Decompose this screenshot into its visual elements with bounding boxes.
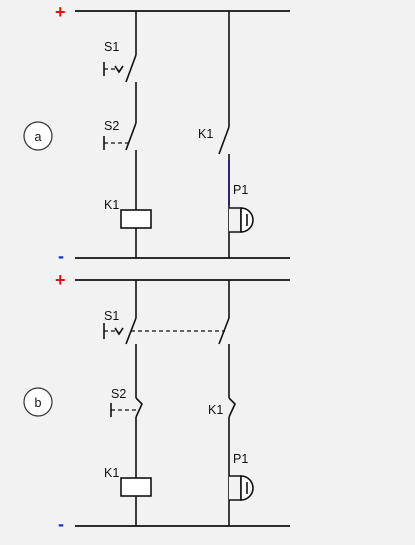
diagram-b-circle — [23, 387, 53, 417]
k1-coil-label-b: K1 — [104, 466, 119, 480]
diagram-b-label: b — [35, 396, 42, 410]
s1-actuator-a-v — [114, 65, 124, 74]
diagram-a-circle — [23, 121, 53, 151]
p1-horn-a-body — [229, 207, 242, 233]
s1-contact-a — [125, 54, 137, 83]
k1-contact-a — [218, 126, 230, 155]
s1-label-b: S1 — [104, 309, 119, 323]
minus-terminal-b: - — [58, 514, 64, 534]
s2-label-a: S2 — [104, 119, 119, 133]
diagram-b: + - b S1 S2 K1 K1 — [23, 270, 290, 534]
s1-actuator-b-v — [114, 327, 124, 336]
diagram-a: + - a S1 S2 K1 K1 P1 — [23, 2, 290, 266]
k1-contact-label-a: K1 — [198, 127, 213, 141]
p1-label-b: P1 — [233, 452, 248, 466]
s1-second-contact-b — [218, 317, 230, 345]
p1-label-a: P1 — [233, 183, 248, 197]
p1-horn-b-body — [229, 475, 242, 501]
s1-label-a: S1 — [104, 40, 119, 54]
s2-label-b: S2 — [111, 387, 126, 401]
k1-coil-label-a: K1 — [104, 198, 119, 212]
s2-contact-a — [125, 122, 137, 151]
k1-coil-b — [120, 477, 152, 497]
k1-coil-a — [120, 209, 152, 229]
k1-contact-label-b: K1 — [208, 403, 223, 417]
minus-terminal-a: - — [58, 246, 64, 266]
plus-terminal-b: + — [55, 270, 66, 290]
k1-contact-b — [228, 397, 236, 418]
s2-contact-b — [135, 397, 143, 418]
diagram-a-label: a — [35, 130, 42, 144]
plus-terminal-a: + — [55, 2, 66, 22]
